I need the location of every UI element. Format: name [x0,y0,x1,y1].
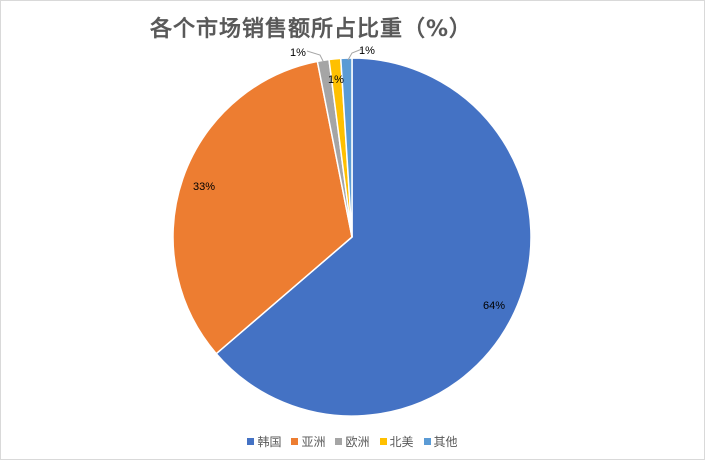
pie-slice-其他 [339,57,353,238]
data-label-北美: 1% [328,74,344,86]
data-label-亚洲: 33% [193,181,215,193]
data-label-其他: 1% [359,45,375,57]
data-label-欧洲: 1% [290,47,306,59]
legend-swatch [379,438,387,445]
legend-swatch [291,438,299,445]
legend-item-其他: 其他 [423,433,458,450]
leader-line [306,50,325,64]
legend-label: 欧洲 [345,435,370,449]
legend-label: 北美 [389,435,414,449]
legend-item-亚洲: 亚洲 [291,433,325,450]
legend-item-欧洲: 欧洲 [335,433,370,450]
chart-title: 各个市场销售额所占比重（%） [149,17,473,42]
legend-label: 韩国 [257,435,282,449]
pie-slice-亚洲 [172,60,353,355]
legend-label: 亚洲 [301,435,326,449]
legend-swatch [423,438,431,445]
data-label-韩国: 64% [483,300,505,312]
legend-swatch [335,438,343,445]
leader-line [347,48,363,61]
legend-swatch [247,438,255,445]
legend-item-韩国: 韩国 [247,433,281,450]
pie-slice-韩国 [215,57,532,417]
legend: 韩国 亚洲 欧洲 北美 其他 [0,433,705,450]
legend-item-北美: 北美 [379,433,414,450]
legend-label: 其他 [433,435,458,449]
